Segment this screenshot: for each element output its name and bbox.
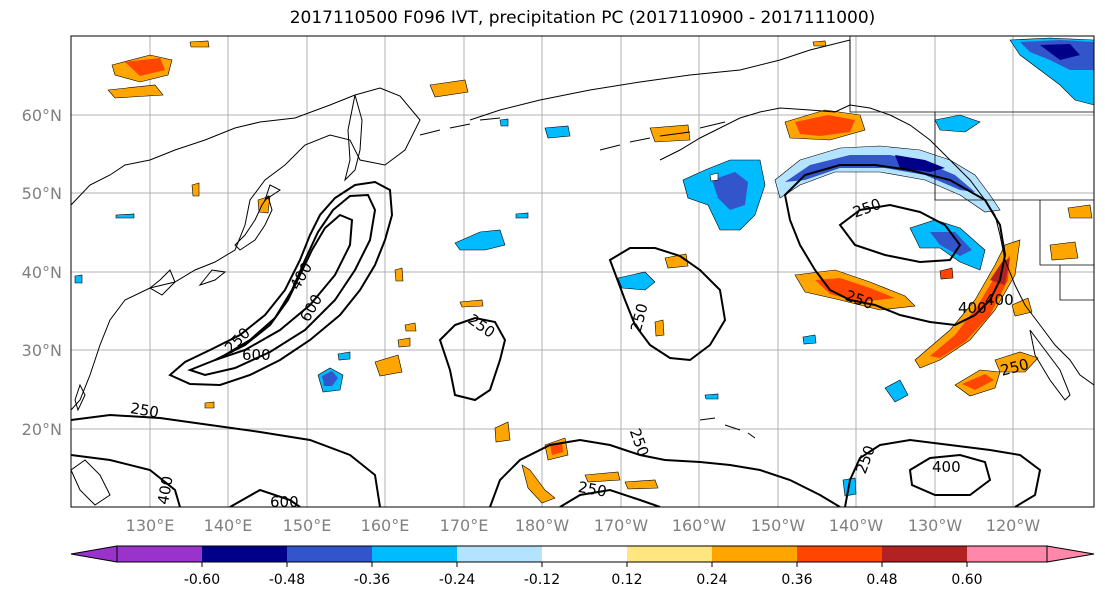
colorbar-tick-label: -0.60 — [184, 572, 220, 588]
gridlines — [71, 36, 1094, 507]
lon-label: 160°W — [672, 516, 727, 535]
colorbar-swatch — [712, 546, 797, 562]
colorbar-frame — [116, 545, 1048, 563]
lat-label: 60°N — [22, 106, 62, 125]
lon-label: 160°E — [361, 516, 410, 535]
lon-label: 150°W — [751, 516, 806, 535]
svg-text:400: 400 — [958, 299, 987, 317]
svg-text:250: 250 — [129, 399, 160, 422]
colorbar-tick-label: -0.36 — [354, 572, 390, 588]
colorbar-extend-high — [1046, 545, 1095, 563]
svg-text:250: 250 — [577, 478, 608, 501]
colorbar-tick-label: -0.48 — [269, 572, 305, 588]
colorbar-swatch — [797, 546, 882, 562]
lon-label: 130°E — [126, 516, 175, 535]
svg-text:400: 400 — [985, 291, 1014, 309]
colorbar-extend-low — [70, 545, 118, 563]
lon-label: 180°W — [515, 516, 570, 535]
colorbar-swatch — [882, 546, 967, 562]
colorbar-swatch — [287, 546, 372, 562]
colorbar-swatch — [202, 546, 287, 562]
lon-label: 170°E — [440, 516, 489, 535]
coastlines — [71, 36, 1094, 506]
map-title: 2017110500 F096 IVT, precipitation PC (2… — [289, 8, 876, 28]
colorbar-tick-label: 0.60 — [951, 572, 982, 588]
lon-label: 140°E — [204, 516, 253, 535]
ivt-contours — [71, 164, 1042, 507]
colorbar-tick-label: 0.36 — [781, 572, 812, 588]
svg-text:600: 600 — [270, 493, 299, 511]
lon-label: 150°E — [283, 516, 332, 535]
colorbar-tick-label: -0.12 — [524, 572, 560, 588]
colorbar-swatch — [372, 546, 457, 562]
colorbar-tick-label: 0.48 — [866, 572, 897, 588]
lon-label: 170°W — [594, 516, 649, 535]
colorbar-tick-label: 0.24 — [696, 572, 727, 588]
lon-label: 140°W — [829, 516, 884, 535]
colorbar-swatch — [117, 546, 202, 562]
svg-text:400: 400 — [932, 458, 961, 476]
lat-label: 40°N — [22, 263, 62, 282]
colorbar: -0.60 -0.48 -0.36 -0.24 -0.12 0.12 0.24 … — [70, 545, 1095, 588]
colorbar-swatch — [457, 546, 542, 562]
colorbar-swatch — [967, 546, 1047, 562]
longitude-labels: 130°E 140°E 150°E 160°E 170°E 180°W 170°… — [126, 516, 1041, 535]
lat-label: 20°N — [22, 420, 62, 439]
lon-label: 120°W — [986, 516, 1041, 535]
lat-label: 50°N — [22, 184, 62, 203]
precip-negative-patches — [74, 37, 1094, 497]
svg-text:600: 600 — [242, 346, 271, 364]
colorbar-swatch — [542, 546, 627, 562]
lat-label: 30°N — [22, 341, 62, 360]
colorbar-swatch — [627, 546, 712, 562]
map-frame — [70, 35, 1095, 508]
colorbar-tick-label: -0.24 — [439, 572, 475, 588]
colorbar-tick-label: 0.12 — [611, 572, 642, 588]
lon-label: 130°W — [908, 516, 963, 535]
latitude-labels: 60°N 50°N 40°N 30°N 20°N — [22, 106, 62, 439]
precip-positive-patches — [107, 40, 1093, 504]
svg-text:400: 400 — [154, 475, 177, 506]
